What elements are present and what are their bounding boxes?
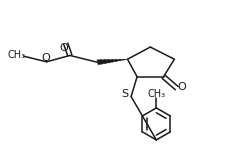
Text: O: O bbox=[178, 82, 186, 92]
Text: O: O bbox=[60, 43, 68, 53]
Text: O: O bbox=[42, 53, 51, 63]
Text: CH₃: CH₃ bbox=[8, 50, 26, 60]
Text: S: S bbox=[122, 89, 129, 99]
Polygon shape bbox=[97, 59, 128, 65]
Text: CH₃: CH₃ bbox=[148, 89, 166, 99]
